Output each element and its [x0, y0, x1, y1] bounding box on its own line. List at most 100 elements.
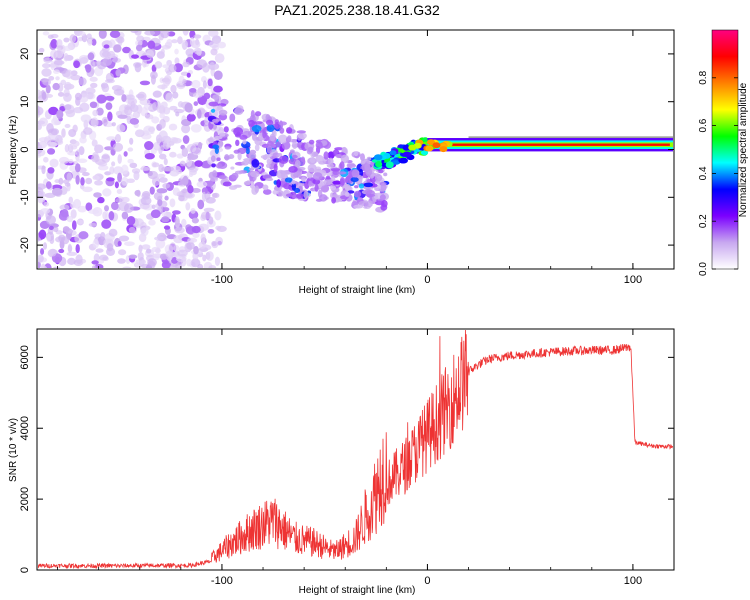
noise-blob [194, 160, 203, 168]
noise-blob [108, 210, 115, 221]
x-tick-label: 0 [424, 274, 430, 286]
signal-blob [265, 119, 274, 126]
noise-blob [106, 243, 114, 252]
noise-blob [190, 207, 196, 214]
noise-blob [71, 220, 77, 231]
signal-blob [210, 155, 216, 163]
signal-blob [212, 94, 220, 100]
noise-blob [114, 181, 119, 189]
signal-blob [314, 184, 319, 192]
signal-blob [374, 173, 383, 182]
noise-blob [213, 85, 223, 93]
signal-blob [224, 146, 231, 150]
signal-blob [402, 144, 410, 151]
signal-blob [347, 190, 355, 194]
noise-blob [44, 93, 54, 98]
noise-blob [174, 216, 180, 226]
noise-blob [186, 258, 192, 267]
noise-blob [111, 122, 116, 127]
noise-blob [127, 97, 138, 106]
noise-blob [108, 39, 116, 49]
noise-blob [168, 64, 177, 73]
noise-blob [181, 39, 189, 50]
signal-blob [277, 190, 284, 197]
noise-blob [58, 248, 65, 254]
noise-blob [189, 88, 197, 93]
noise-blob [61, 128, 66, 138]
signal-blob [344, 191, 350, 197]
noise-blob [64, 182, 71, 187]
noise-blob [174, 227, 185, 234]
signal-blob [311, 151, 319, 158]
x-tick-label: 100 [624, 274, 642, 286]
x-tick-label: 0 [424, 575, 430, 587]
signal-blob [284, 177, 293, 183]
signal-blob [398, 157, 408, 164]
signal-blob [265, 177, 274, 181]
noise-blob [104, 95, 115, 101]
signal-blob [262, 129, 267, 139]
noise-blob [155, 238, 166, 249]
noise-blob [116, 124, 126, 133]
noise-blob [44, 263, 52, 268]
noise-blob [117, 172, 123, 183]
noise-blob [49, 158, 59, 168]
noise-blob [74, 163, 81, 173]
snr-y-label: SNR (10 * v/v) [8, 418, 19, 482]
signal-blob [290, 170, 297, 179]
signal-blob [277, 134, 288, 144]
noise-blob [114, 133, 121, 143]
noise-blob [169, 264, 177, 268]
noise-blob [162, 207, 170, 212]
noise-blob [182, 135, 190, 144]
noise-blob [90, 117, 99, 128]
signal-blob [242, 139, 247, 145]
noise-blob [214, 53, 225, 64]
signal-blob [363, 182, 374, 188]
noise-blob [149, 186, 155, 195]
noise-blob [38, 260, 41, 268]
noise-blob [165, 92, 174, 103]
noise-blob [168, 123, 178, 131]
noise-blob [151, 204, 156, 210]
signal-blob [420, 150, 429, 156]
noise-blob [46, 233, 51, 242]
signal-blob [266, 158, 272, 165]
signal-blob [364, 163, 371, 171]
noise-blob [108, 228, 118, 237]
colorbar-label: Normalized spectral amplitude [738, 82, 749, 217]
noise-blob [103, 44, 110, 49]
noise-blob [59, 204, 70, 211]
signal-blob [277, 152, 283, 157]
noise-blob [112, 142, 124, 152]
noise-blob [101, 219, 112, 229]
noise-blob [176, 153, 184, 159]
noise-blob [46, 122, 54, 133]
signal-blob [315, 154, 324, 163]
noise-blob [133, 218, 144, 227]
noise-blob [41, 91, 47, 100]
noise-blob [186, 72, 191, 78]
signal-blob [250, 170, 260, 178]
signal-blob [353, 204, 364, 209]
noise-blob [186, 143, 197, 153]
signal-blob [287, 135, 292, 141]
spectrogram-x-axis: -100 0 100 [57, 30, 675, 286]
signal-blob [327, 157, 334, 165]
noise-blob [58, 234, 66, 242]
noise-blob [90, 82, 98, 89]
noise-blob [200, 233, 206, 243]
noise-blob [111, 161, 116, 167]
noise-blob [91, 260, 99, 265]
noise-blob [65, 109, 76, 118]
noise-blob [214, 210, 222, 221]
noise-blob [150, 209, 161, 219]
noise-blob [152, 90, 162, 98]
noise-blob [169, 198, 176, 208]
signal-blob [331, 197, 337, 204]
colorbar-tick-label: 0.6 [698, 118, 709, 132]
noise-blob [76, 219, 84, 225]
noise-blob [98, 31, 107, 39]
noise-blob [101, 153, 111, 164]
noise-blob [124, 106, 133, 116]
